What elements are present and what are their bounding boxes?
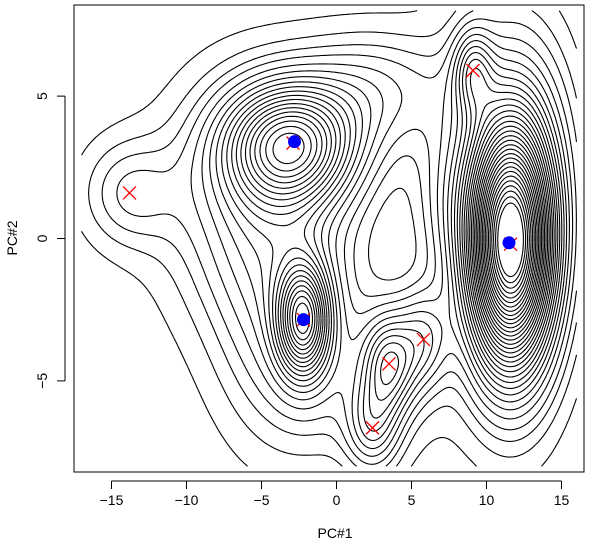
density-contour-line [491, 185, 530, 294]
y-tick-label: 5 [34, 92, 50, 100]
x-tick-label: −10 [175, 492, 199, 508]
y-tick-label: 0 [34, 234, 50, 242]
cross-marker [382, 356, 396, 371]
y-tick-label: −5 [34, 373, 50, 389]
density-contour-line [495, 196, 527, 284]
density-contour-line [240, 103, 557, 368]
circle-markers [288, 135, 516, 327]
density-contour-line [477, 144, 544, 333]
density-contour-line [221, 51, 565, 419]
density-contour-line [481, 157, 540, 321]
cross-marker [365, 420, 380, 435]
density-contour-line [480, 153, 541, 325]
density-contour-line [201, 33, 574, 450]
density-contour-line [487, 175, 534, 304]
cross-marker [466, 63, 480, 78]
density-contours [81, 10, 578, 467]
density-contour-line [244, 107, 555, 363]
cross-marker [122, 185, 137, 200]
x-axis-label: PC#1 [317, 525, 352, 541]
density-contour-line [259, 120, 550, 350]
y-axis-label: PC#2 [4, 220, 20, 255]
density-contour-line [493, 190, 529, 289]
x-axis: −15 −10 −5 0 5 10 15 [100, 480, 570, 508]
density-contour-line [272, 132, 547, 341]
density-contour-line [101, 10, 578, 467]
density-contour-line [254, 115, 552, 354]
density-contour-line [235, 98, 559, 373]
density-contour-line [231, 67, 561, 386]
x-tick-label: 5 [408, 492, 416, 508]
y-axis: −5 0 5 [34, 92, 66, 389]
density-contour-line [478, 148, 543, 329]
x-tick-label: −5 [254, 492, 270, 508]
density-contour-line [300, 139, 546, 337]
density-contour-line [116, 18, 578, 465]
density-contour-line [265, 125, 549, 345]
density-contour-line [497, 202, 524, 278]
density-contour-line [88, 10, 578, 467]
density-contour-line [489, 180, 532, 299]
density-contour-line [226, 58, 563, 401]
density-contour-line [81, 10, 578, 467]
cross-marker [416, 332, 431, 347]
x-tick-label: 0 [333, 492, 341, 508]
x-tick-label: 10 [479, 492, 495, 508]
x-tick-label: 15 [554, 492, 570, 508]
density-contour-line [190, 26, 577, 457]
density-contour-line [215, 45, 568, 432]
circle-marker [502, 236, 516, 250]
density-contour-line [483, 161, 538, 317]
density-contour-line [249, 111, 553, 358]
density-contour-line [486, 170, 535, 308]
plot-frame [73, 4, 585, 473]
density-contour-line [484, 166, 537, 312]
circle-marker [297, 313, 310, 327]
x-tick-label: −15 [100, 492, 124, 508]
circle-marker [288, 135, 301, 149]
density-contour-line [209, 40, 570, 442]
